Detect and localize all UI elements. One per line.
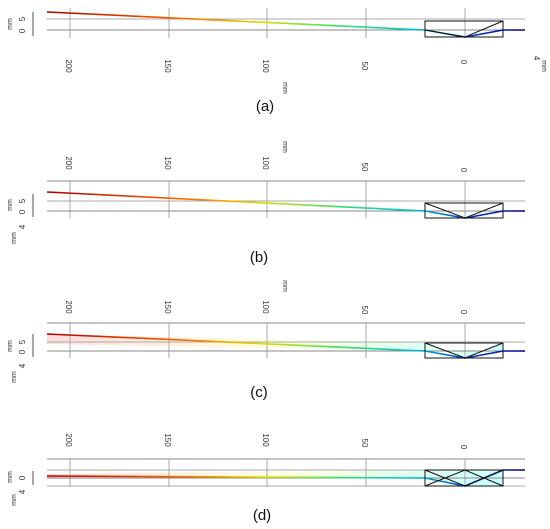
y-tick-label-0: 0 [18, 349, 27, 354]
x-tick-label-50: 50 [360, 306, 369, 315]
x-tick-label-150: 150 [163, 433, 172, 447]
panel-caption: (a) [256, 98, 274, 115]
edge-label-4: 4 [18, 363, 27, 368]
x-unit-label: mm [281, 280, 288, 292]
x-tick-label-0: 0 [459, 445, 468, 450]
x-tick-label-200: 200 [64, 156, 73, 170]
lens-cone [424, 20, 504, 38]
panel-b: 200 150 100 50 0 mm 5 0 mm 4 mm (b) [7, 141, 525, 266]
y-unit-label: mm [7, 18, 14, 30]
y-tick-label-5: 5 [18, 16, 27, 21]
x-tick-label-0: 0 [459, 310, 468, 315]
beam-envelope [47, 334, 503, 358]
x-tick-label-50: 50 [360, 62, 369, 71]
x-tick-label-100: 100 [261, 433, 270, 447]
edge-unit-label: mm [11, 232, 18, 244]
panel-c: 200 150 100 50 0 mm 5 0 mm 4 mm (c) [7, 280, 525, 401]
y-tick-label-0: 0 [18, 209, 27, 214]
x-tick-label-100: 100 [261, 300, 270, 314]
lens-cone [424, 469, 504, 487]
x-tick-label-0: 0 [459, 60, 468, 65]
panel-a: 5 0 mm 200 150 100 50 0 4 mm mm (a) [7, 8, 547, 115]
panel-caption: (d) [253, 507, 271, 524]
x-tick-label-50: 50 [360, 163, 369, 172]
x-tick-label-150: 150 [163, 300, 172, 314]
x-tick-label-150: 150 [163, 156, 172, 170]
y-tick-label-5: 5 [18, 198, 27, 203]
y-tick-label-5: 5 [18, 339, 27, 344]
lens-box [424, 20, 504, 38]
y-unit-label: mm [7, 340, 14, 352]
edge-label-4: 4 [18, 489, 27, 494]
x-tick-label-0: 0 [459, 168, 468, 173]
x-tick-label-100: 100 [261, 59, 270, 73]
lens-cone [424, 202, 504, 219]
panel-caption: (b) [250, 249, 268, 266]
x-grid [69, 459, 466, 487]
x-grid [69, 181, 466, 218]
edge-unit-label: mm [540, 60, 547, 72]
y-unit-label: mm [7, 471, 14, 483]
edge-unit-label: mm [11, 494, 18, 506]
edge-label-4: 4 [18, 224, 27, 229]
x-tick-label-100: 100 [261, 156, 270, 170]
lens-cone [424, 469, 504, 487]
ray-path [46, 11, 525, 38]
lens-cone [424, 342, 504, 359]
x-tick-label-50: 50 [360, 439, 369, 448]
x-grid [69, 323, 466, 358]
edge-unit-label: mm [11, 371, 18, 383]
y-tick-label-0: 0 [18, 28, 27, 33]
x-tick-label-200: 200 [64, 59, 73, 73]
edge-label-4: 4 [532, 56, 541, 61]
y-unit-label: mm [7, 199, 14, 211]
x-tick-label-200: 200 [64, 433, 73, 447]
x-unit-label: mm [281, 141, 288, 153]
x-unit-label: mm [281, 82, 288, 94]
y-tick-label-0: 0 [18, 475, 27, 480]
x-tick-label-150: 150 [163, 59, 172, 73]
x-tick-label-200: 200 [64, 300, 73, 314]
panel-caption: (c) [250, 384, 268, 401]
panel-d: 200 150 100 50 0 0 mm 4 mm (d) [7, 433, 525, 524]
